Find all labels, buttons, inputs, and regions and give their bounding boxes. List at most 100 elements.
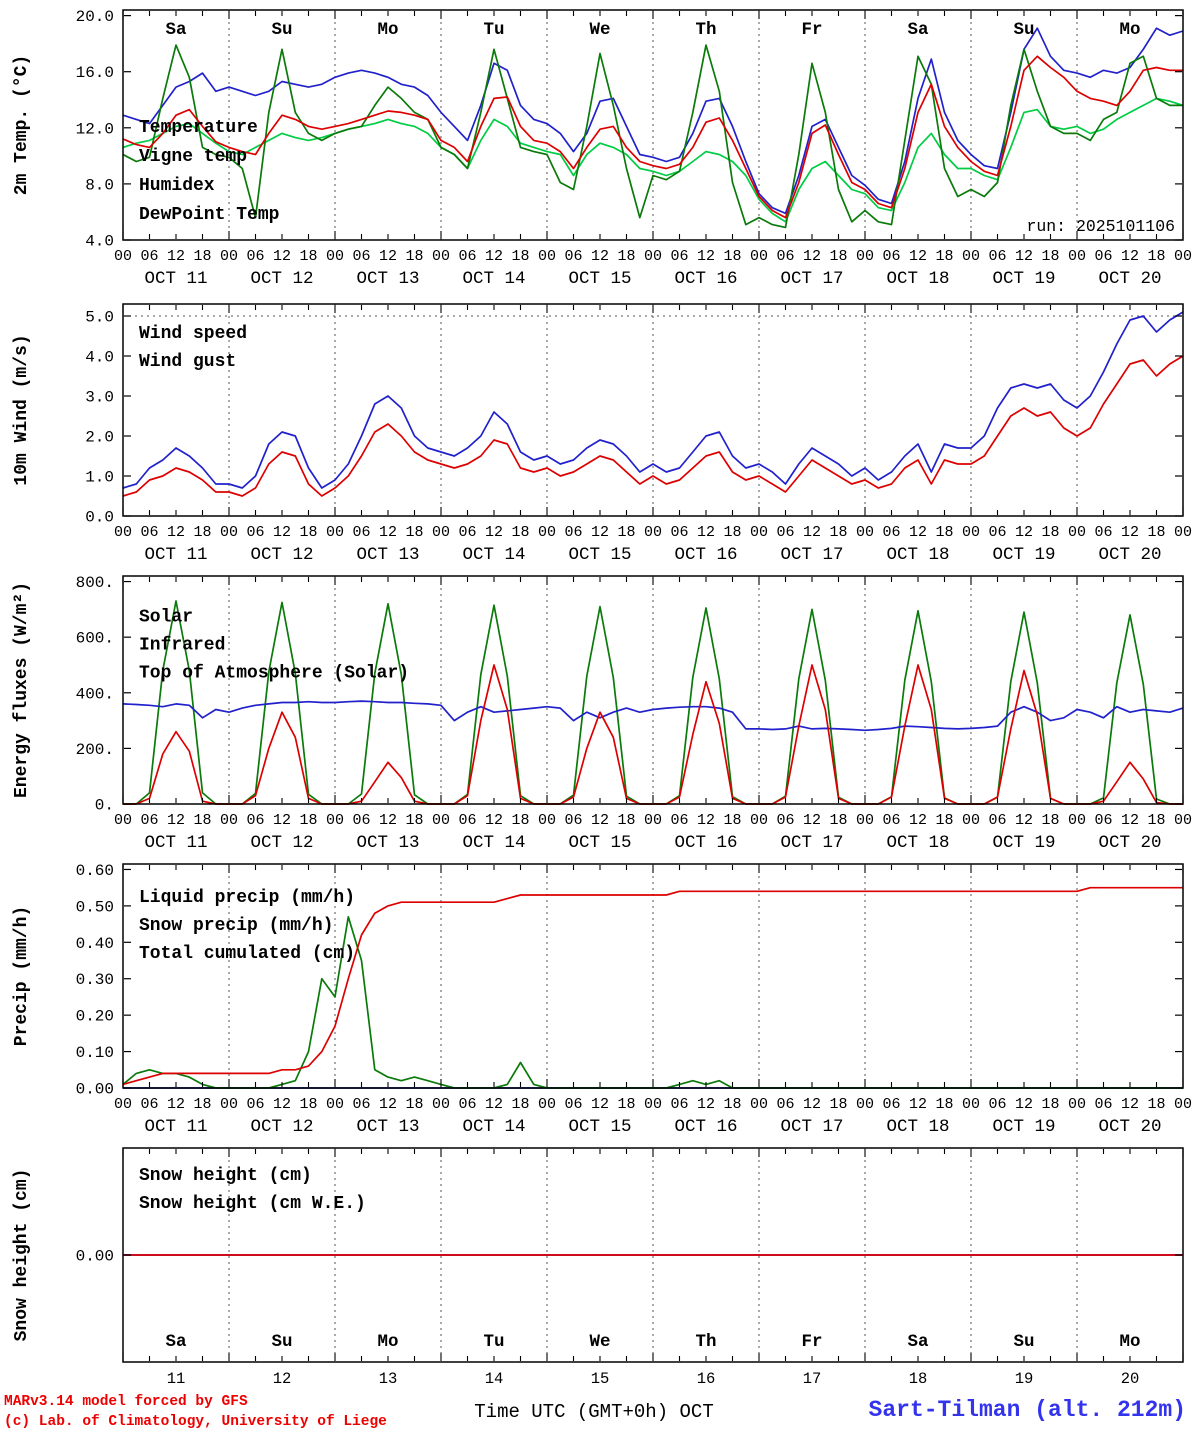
svg-text:Mo: Mo	[377, 20, 398, 40]
svg-text:00: 00	[538, 812, 556, 829]
svg-text:Infrared: Infrared	[139, 636, 225, 656]
svg-text:12: 12	[1015, 1096, 1033, 1113]
svg-text:18: 18	[511, 812, 529, 829]
svg-text:00: 00	[644, 524, 662, 541]
svg-text:Snow height (cm): Snow height (cm)	[139, 1166, 312, 1186]
svg-text:00: 00	[220, 248, 238, 265]
svg-text:06: 06	[458, 1096, 476, 1113]
svg-text:OCT 17: OCT 17	[780, 833, 843, 853]
svg-text:18: 18	[299, 248, 317, 265]
svg-text:18: 18	[511, 1096, 529, 1113]
svg-text:00: 00	[1174, 812, 1192, 829]
svg-text:OCT 16: OCT 16	[674, 833, 737, 853]
svg-text:12: 12	[379, 1096, 397, 1113]
svg-text:Snow precip (mm/h): Snow precip (mm/h)	[139, 916, 333, 936]
svg-text:00: 00	[326, 1096, 344, 1113]
time-utc-label: Time UTC (GMT+0h)	[474, 1401, 669, 1423]
svg-text:DewPoint Temp: DewPoint Temp	[139, 205, 279, 225]
svg-text:18: 18	[1147, 524, 1165, 541]
svg-text:12: 12	[379, 524, 397, 541]
svg-text:12: 12	[803, 248, 821, 265]
svg-text:OCT 14: OCT 14	[462, 1117, 525, 1137]
svg-text:2m Temp. (°C): 2m Temp. (°C)	[12, 55, 32, 195]
credit-line-1: MARv3.14 model forced by GFS	[4, 1394, 248, 1410]
svg-text:18: 18	[405, 524, 423, 541]
svg-text:4.0: 4.0	[85, 349, 114, 367]
svg-text:OCT 16: OCT 16	[674, 269, 737, 289]
svg-text:OCT 18: OCT 18	[886, 1117, 949, 1137]
svg-text:Mo: Mo	[1119, 20, 1140, 40]
svg-text:18: 18	[617, 524, 635, 541]
svg-text:18: 18	[829, 248, 847, 265]
svg-text:18: 18	[511, 524, 529, 541]
snow-height-chart: 0.00 11 12 13 14 15 16 17 18 19 20 Sa Su Mo Tu We Th Fr Sa…	[12, 1147, 1184, 1388]
svg-text:12: 12	[379, 248, 397, 265]
svg-text:06: 06	[1094, 812, 1112, 829]
svg-text:00: 00	[326, 524, 344, 541]
svg-text:00: 00	[114, 812, 132, 829]
time-axis-label: Time UTC (GMT+0h) OCT	[444, 1401, 744, 1423]
svg-text:0.30: 0.30	[76, 971, 114, 989]
svg-text:12: 12	[803, 1096, 821, 1113]
svg-text:00: 00	[432, 1096, 450, 1113]
svg-text:06: 06	[776, 248, 794, 265]
svg-text:OCT 11: OCT 11	[144, 545, 207, 565]
svg-text:OCT 19: OCT 19	[992, 545, 1055, 565]
svg-text:06: 06	[988, 1096, 1006, 1113]
svg-text:06: 06	[776, 812, 794, 829]
svg-text:17: 17	[803, 1370, 822, 1388]
svg-text:00: 00	[750, 812, 768, 829]
svg-text:We: We	[589, 20, 610, 40]
svg-text:06: 06	[458, 812, 476, 829]
station-name: Sart-Tilman (alt. 212m)	[868, 1397, 1186, 1423]
svg-text:06: 06	[140, 812, 158, 829]
svg-text:18: 18	[829, 812, 847, 829]
svg-text:12: 12	[273, 1096, 291, 1113]
svg-text:00: 00	[326, 248, 344, 265]
svg-text:12: 12	[1121, 248, 1139, 265]
svg-text:06: 06	[670, 248, 688, 265]
svg-text:Th: Th	[695, 20, 716, 40]
svg-text:Tu: Tu	[483, 1332, 504, 1352]
svg-text:0.00: 0.00	[76, 1248, 114, 1266]
svg-text:06: 06	[140, 1096, 158, 1113]
svg-text:0.20: 0.20	[76, 1008, 114, 1026]
svg-text:00: 00	[750, 1096, 768, 1113]
svg-text:12: 12	[273, 524, 291, 541]
svg-text:OCT 13: OCT 13	[356, 269, 419, 289]
svg-text:Snow height (cm W.E.): Snow height (cm W.E.)	[139, 1194, 366, 1214]
svg-text:OCT 15: OCT 15	[568, 833, 631, 853]
svg-text:12: 12	[485, 524, 503, 541]
svg-text:400.: 400.	[76, 685, 114, 703]
svg-text:12: 12	[1015, 248, 1033, 265]
svg-text:00: 00	[538, 1096, 556, 1113]
svg-text:18: 18	[193, 524, 211, 541]
svg-text:OCT 12: OCT 12	[250, 269, 313, 289]
svg-text:Humidex: Humidex	[139, 176, 215, 196]
svg-text:06: 06	[670, 1096, 688, 1113]
svg-text:06: 06	[352, 524, 370, 541]
svg-text:18: 18	[617, 1096, 635, 1113]
svg-text:06: 06	[776, 524, 794, 541]
svg-text:12: 12	[697, 524, 715, 541]
footer: MARv3.14 model forced by GFS (c) Lab. of…	[0, 1390, 1194, 1440]
svg-text:Su: Su	[1013, 1332, 1034, 1352]
svg-text:06: 06	[564, 812, 582, 829]
svg-text:06: 06	[988, 812, 1006, 829]
svg-text:18: 18	[617, 812, 635, 829]
svg-text:00: 00	[220, 812, 238, 829]
svg-text:12.0: 12.0	[76, 120, 114, 138]
svg-text:00: 00	[1068, 812, 1086, 829]
svg-text:Vigne temp: Vigne temp	[139, 147, 247, 167]
svg-text:00: 00	[220, 524, 238, 541]
svg-text:14: 14	[485, 1370, 504, 1388]
svg-text:12: 12	[1121, 1096, 1139, 1113]
svg-text:Sa: Sa	[907, 1332, 929, 1352]
svg-text:18: 18	[935, 1096, 953, 1113]
svg-text:20: 20	[1121, 1370, 1140, 1388]
svg-text:800.: 800.	[76, 574, 114, 592]
svg-text:06: 06	[352, 1096, 370, 1113]
svg-text:00: 00	[114, 524, 132, 541]
svg-text:18: 18	[829, 1096, 847, 1113]
svg-text:18: 18	[909, 1370, 928, 1388]
